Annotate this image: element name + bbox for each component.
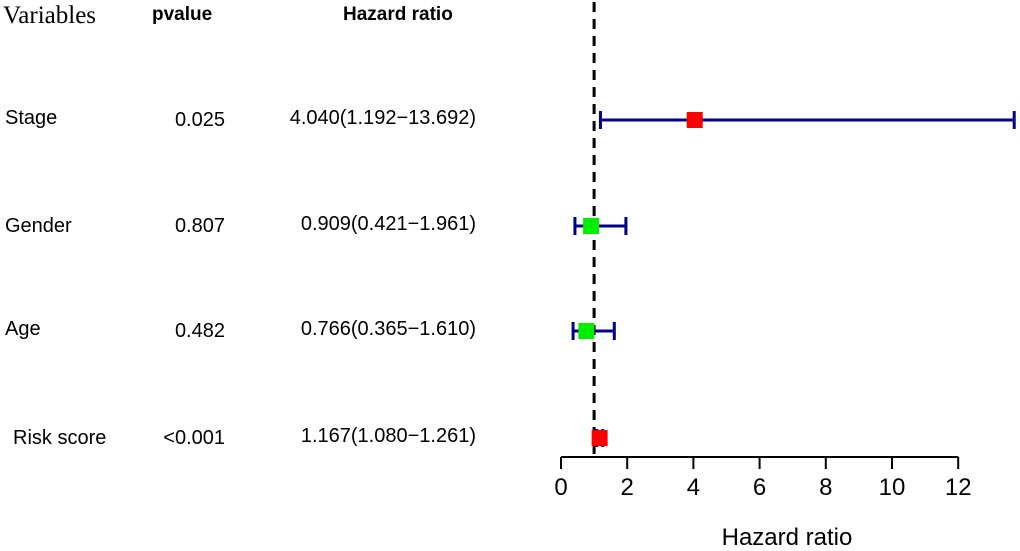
row-hr-gender: 0.909(0.421−1.961) <box>300 213 476 235</box>
row-pvalue-stage: 0.025 <box>174 109 225 131</box>
row-hr-age: 0.766(0.365−1.610) <box>300 318 476 340</box>
row-label-gender: Gender <box>5 215 72 237</box>
x-tick-label-0: 0 <box>554 474 567 501</box>
hr-point-age <box>578 323 595 339</box>
hr-point-gender <box>583 218 600 234</box>
header-pvalue: pvalue <box>152 4 213 25</box>
row-pvalue-risk-score: <0.001 <box>163 427 225 449</box>
x-tick-label-10: 10 <box>879 474 906 501</box>
hr-point-stage <box>686 112 703 128</box>
x-tick-label-2: 2 <box>621 474 634 501</box>
hr-point-risk-score <box>591 430 608 446</box>
row-label-stage: Stage <box>5 107 58 129</box>
x-tick-label-8: 8 <box>819 474 832 501</box>
row-hr-risk-score: 1.167(1.080−1.261) <box>300 425 476 447</box>
row-pvalue-age: 0.482 <box>174 320 225 342</box>
row-label-age: Age <box>5 318 41 340</box>
row-label-risk-score: Risk score <box>13 427 107 449</box>
x-tick-label-4: 4 <box>687 474 700 501</box>
header-variables: Variables <box>3 2 97 29</box>
x-tick-label-12: 12 <box>945 474 972 501</box>
x-tick-label-6: 6 <box>753 474 766 501</box>
x-axis-label: Hazard ratio <box>722 524 853 551</box>
header-hazard-ratio: Hazard ratio <box>343 4 453 25</box>
row-pvalue-gender: 0.807 <box>174 215 225 237</box>
row-hr-stage: 4.040(1.192−13.692) <box>289 107 476 129</box>
